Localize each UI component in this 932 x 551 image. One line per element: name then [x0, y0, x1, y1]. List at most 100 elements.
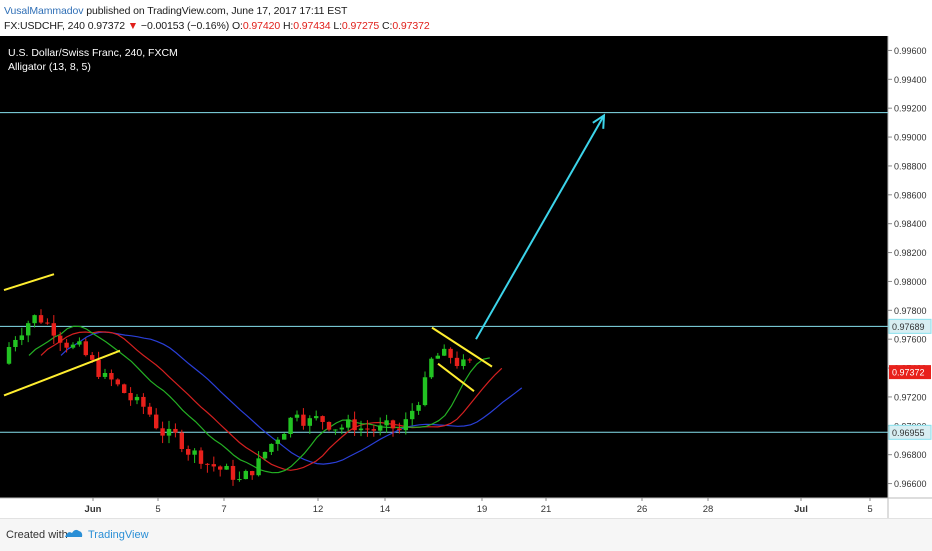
candles — [6, 309, 472, 486]
candle-body — [301, 414, 306, 426]
created-with-text: Created with — [6, 529, 68, 541]
time-axis-ticks: Jun 5 7 12 14 19 21 26 28 Jul 5 — [85, 498, 873, 515]
published-text: published on TradingView.com, June 17, 2… — [86, 5, 348, 17]
candle-body — [115, 379, 120, 385]
candle-body — [467, 359, 472, 361]
time-tick-label: 14 — [380, 504, 391, 515]
down-arrow-icon: ▼ — [127, 20, 139, 32]
candle-body — [179, 432, 184, 449]
author-link[interactable]: VusalMammadov — [4, 5, 84, 17]
candle-body — [416, 405, 421, 411]
price-tick-label: 0.99400 — [894, 75, 927, 85]
candle-body — [358, 428, 364, 431]
candle-body — [198, 450, 204, 464]
candle-body — [256, 458, 261, 476]
candle-body — [307, 418, 312, 426]
candle-body — [384, 420, 389, 426]
candle-body — [262, 451, 268, 459]
price-chart[interactable]: 0.99600 0.99400 0.99200 0.99000 0.98800 0.986… — [0, 36, 932, 518]
high-label: H: — [282, 20, 294, 32]
candle-body — [346, 419, 351, 428]
open-value: 0.97420 — [242, 20, 281, 32]
horizontal-levels[interactable] — [0, 112, 888, 433]
price-tick-label: 0.96600 — [894, 479, 927, 489]
candle-body — [269, 443, 274, 452]
price-tick-label: 0.98400 — [894, 219, 927, 229]
candle-body — [77, 341, 82, 345]
price-change: −0.00153 (−0.16%) — [140, 20, 230, 32]
candle-body — [102, 373, 108, 377]
level-price-badge — [888, 424, 932, 440]
footer: Created with TradingView — [0, 518, 932, 551]
price-tick-label: 0.97600 — [894, 335, 927, 345]
chart-header: VusalMammadov published on TradingView.c… — [0, 0, 932, 36]
candle-body — [109, 373, 114, 380]
tradingview-link[interactable]: TradingView — [88, 529, 149, 541]
level-price-label: 0.97689 — [892, 322, 925, 332]
candle-body — [230, 465, 236, 480]
candle-body — [32, 315, 37, 324]
candle-body — [128, 392, 133, 401]
time-tick-label: 5 — [155, 504, 160, 515]
candle-body — [134, 396, 140, 401]
candle-body — [243, 471, 248, 480]
candle-body — [275, 439, 280, 444]
candle-body — [442, 348, 447, 356]
tradingview-logo-icon[interactable] — [64, 527, 84, 541]
level-price-badge — [888, 318, 932, 334]
candle-body — [333, 429, 338, 431]
time-tick-label: 26 — [637, 504, 648, 515]
candle-body — [294, 414, 300, 418]
time-tick-label: 5 — [867, 504, 872, 515]
open-label: O: — [231, 20, 243, 32]
candle-body — [83, 341, 88, 356]
candle-body — [371, 429, 376, 431]
projection-arrow-line — [475, 114, 605, 340]
candle-body — [390, 420, 396, 429]
arrow-head-icon — [592, 113, 606, 129]
candle-body — [320, 416, 325, 422]
time-tick-label: 7 — [221, 504, 226, 515]
candle-body — [461, 359, 466, 367]
candle-body — [122, 384, 127, 393]
last-price-label: 0.97372 — [892, 368, 925, 378]
candle-body — [250, 471, 255, 476]
low-value: 0.97275 — [341, 20, 380, 32]
candle-body — [186, 448, 191, 455]
candle-body — [314, 416, 319, 419]
candle-body — [397, 428, 402, 431]
candle-body — [365, 428, 370, 430]
candle-body — [326, 421, 332, 430]
last-price-badge — [889, 365, 931, 380]
candle-body — [378, 425, 383, 431]
high-value: 0.97434 — [293, 20, 331, 32]
symbol-interval: FX:USDCHF, 240 — [4, 20, 85, 32]
candle-body — [13, 339, 18, 348]
candle-body — [26, 323, 31, 336]
candle-body — [192, 450, 197, 455]
candle-body — [96, 359, 101, 377]
indicator-legend: Alligator (13, 8, 5) — [8, 61, 91, 73]
trendline-upper-left — [3, 273, 55, 292]
time-tick-label: 19 — [477, 504, 488, 515]
candle-body — [64, 342, 69, 348]
drawings[interactable] — [3, 113, 606, 397]
candle-body — [38, 315, 44, 323]
time-axis[interactable] — [0, 498, 888, 518]
candle-body — [58, 335, 63, 343]
candle-body — [51, 323, 56, 336]
candle-body — [410, 410, 415, 420]
candle-body — [448, 348, 453, 358]
trendline-lower-left — [3, 349, 121, 397]
price-tick-label: 0.99600 — [894, 46, 927, 56]
candle-body — [403, 419, 408, 431]
price-tick-label: 0.98600 — [894, 190, 927, 200]
price-tick-label: 0.97800 — [894, 306, 927, 316]
low-label: L: — [333, 20, 342, 32]
candle-body — [19, 335, 24, 340]
ohlc-line: FX:USDCHF, 240 0.97372 ▼ −0.00153 (−0.16… — [4, 20, 430, 32]
price-tick-label: 0.99000 — [894, 133, 927, 143]
candle-body — [422, 377, 428, 406]
plot-area[interactable] — [0, 36, 888, 498]
candle-body — [429, 358, 434, 378]
